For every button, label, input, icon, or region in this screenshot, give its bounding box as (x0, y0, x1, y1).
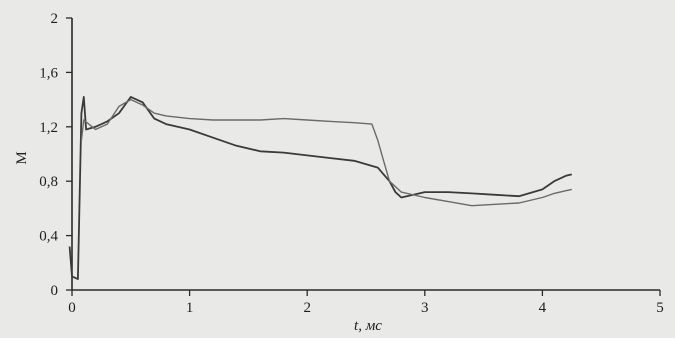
x-tick-label: 5 (656, 300, 664, 316)
x-axis-label: t, мс (354, 318, 382, 334)
y-axis-label: M (14, 151, 30, 164)
x-tick-label: 3 (421, 300, 429, 316)
x-tick-label: 0 (68, 300, 76, 316)
x-tick-label: 2 (303, 300, 311, 316)
y-tick-label: 0,4 (39, 229, 58, 245)
x-tick-label: 4 (539, 300, 547, 316)
series-group (68, 96, 573, 280)
axes (71, 18, 660, 291)
x-tick-label: 1 (186, 300, 194, 316)
series-line-2 (80, 98, 572, 207)
series-line-1 (68, 96, 573, 280)
y-tick-label: 1,6 (39, 65, 58, 81)
y-tick-label: 2 (51, 11, 59, 27)
tick-group: 0 0,4 0,8 1,2 1,6 2 0 1 2 3 4 5 (39, 11, 664, 316)
y-tick-label: 0 (51, 283, 59, 299)
y-tick-label: 0,8 (39, 174, 58, 190)
y-tick-label: 1,2 (39, 120, 58, 136)
